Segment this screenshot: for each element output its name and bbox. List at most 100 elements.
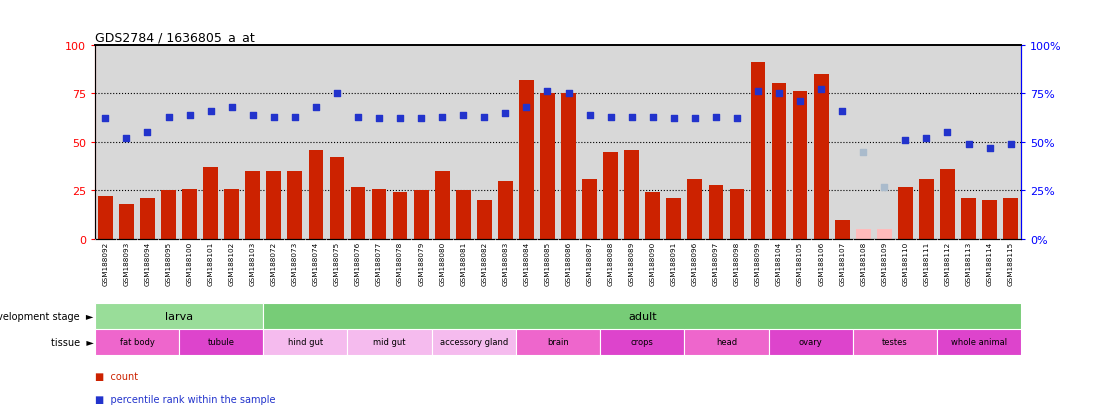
Bar <box>95 329 179 355</box>
Text: GSM188114: GSM188114 <box>987 242 992 286</box>
Text: GSM188088: GSM188088 <box>607 242 614 286</box>
Text: ■  count: ■ count <box>95 371 138 381</box>
Point <box>475 114 493 121</box>
Point <box>896 137 914 144</box>
Bar <box>95 304 263 329</box>
Point <box>539 89 557 95</box>
Point <box>981 145 999 152</box>
Text: GSM188111: GSM188111 <box>923 242 930 286</box>
Text: fat body: fat body <box>119 337 154 347</box>
Bar <box>350 187 365 240</box>
Text: ■  percentile rank within the sample: ■ percentile rank within the sample <box>95 394 276 404</box>
Point <box>706 114 724 121</box>
Text: GSM188105: GSM188105 <box>797 242 804 286</box>
Text: GSM188093: GSM188093 <box>124 242 129 286</box>
Point <box>349 114 367 121</box>
Bar <box>432 329 516 355</box>
Text: whole animal: whole animal <box>951 337 1007 347</box>
Text: tubule: tubule <box>208 337 234 347</box>
Text: GSM188094: GSM188094 <box>144 242 151 286</box>
Point <box>433 114 451 121</box>
Bar <box>347 329 432 355</box>
Bar <box>267 172 281 240</box>
Point <box>623 114 641 121</box>
Text: GSM188078: GSM188078 <box>397 242 403 286</box>
Point <box>328 91 346 97</box>
Bar <box>877 230 892 240</box>
Bar <box>179 329 263 355</box>
Text: GSM188072: GSM188072 <box>271 242 277 286</box>
Bar <box>792 92 808 240</box>
Text: GSM188099: GSM188099 <box>756 242 761 286</box>
Point <box>117 135 135 142</box>
Point <box>939 129 956 136</box>
Point <box>371 116 388 123</box>
Text: GSM188073: GSM188073 <box>292 242 298 286</box>
Point <box>960 141 978 148</box>
Point <box>812 87 830 93</box>
Text: GSM188096: GSM188096 <box>692 242 698 286</box>
Bar <box>372 189 386 240</box>
Point <box>223 104 241 111</box>
Bar <box>835 220 849 240</box>
Text: GSM188085: GSM188085 <box>545 242 550 286</box>
Text: GSM188102: GSM188102 <box>229 242 234 286</box>
Text: GSM188095: GSM188095 <box>165 242 172 286</box>
Point <box>1002 141 1020 148</box>
Bar <box>645 193 660 240</box>
Point <box>686 116 704 123</box>
Bar <box>456 191 471 240</box>
Text: GSM188100: GSM188100 <box>186 242 193 286</box>
Point <box>855 149 873 155</box>
Point <box>160 114 177 121</box>
Text: development stage  ►: development stage ► <box>0 311 94 321</box>
Text: GSM188106: GSM188106 <box>818 242 824 286</box>
Bar <box>920 179 934 240</box>
Point <box>181 112 199 119</box>
Point <box>518 104 536 111</box>
Bar <box>771 84 787 240</box>
Text: GSM188107: GSM188107 <box>839 242 845 286</box>
Bar <box>393 193 407 240</box>
Point <box>580 112 598 119</box>
Point <box>559 91 577 97</box>
Bar <box>516 329 600 355</box>
Text: GSM188103: GSM188103 <box>250 242 256 286</box>
Point <box>665 116 683 123</box>
Bar <box>308 150 324 240</box>
Text: GSM188097: GSM188097 <box>713 242 719 286</box>
Bar <box>624 150 639 240</box>
Text: crops: crops <box>631 337 654 347</box>
Bar <box>769 329 853 355</box>
Point <box>264 114 282 121</box>
Point <box>834 108 852 115</box>
Bar <box>498 181 512 240</box>
Bar <box>730 189 744 240</box>
Text: mid gut: mid gut <box>374 337 406 347</box>
Bar <box>1003 199 1018 240</box>
Point <box>202 108 220 115</box>
Text: larva: larva <box>165 311 193 321</box>
Text: testes: testes <box>882 337 907 347</box>
Bar <box>263 329 347 355</box>
Text: GSM188074: GSM188074 <box>312 242 319 286</box>
Text: GSM188081: GSM188081 <box>460 242 466 286</box>
Bar <box>119 204 134 240</box>
Bar <box>288 172 302 240</box>
Text: accessory gland: accessory gland <box>440 337 508 347</box>
Bar <box>940 170 955 240</box>
Bar <box>540 94 555 240</box>
Text: GSM188092: GSM188092 <box>103 242 108 286</box>
Bar <box>414 191 429 240</box>
Text: GSM188079: GSM188079 <box>418 242 424 286</box>
Point <box>728 116 745 123</box>
Point <box>307 104 325 111</box>
Bar <box>224 189 239 240</box>
Text: GSM188086: GSM188086 <box>566 242 571 286</box>
Text: GSM188109: GSM188109 <box>882 242 887 286</box>
Bar <box>98 197 113 240</box>
Point <box>96 116 114 123</box>
Point <box>286 114 304 121</box>
Bar <box>666 199 681 240</box>
Bar <box>141 199 155 240</box>
